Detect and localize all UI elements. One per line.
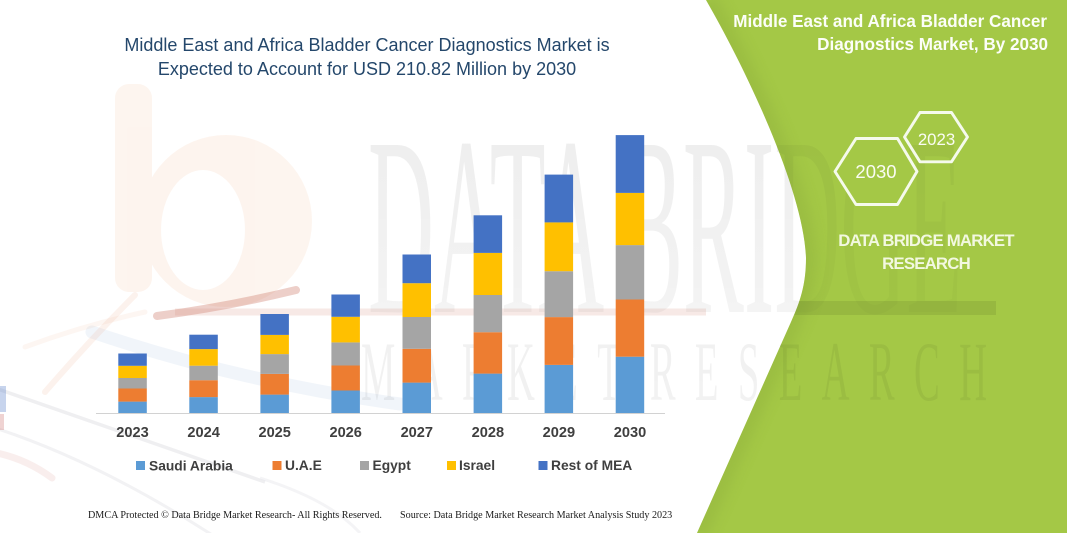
svg-text:DMCA Protected © Data Bridge M: DMCA Protected © Data Bridge Market Rese… (88, 510, 382, 521)
svg-text:Middle East and Africa Bladder: Middle East and Africa Bladder Cancer Di… (124, 35, 609, 55)
svg-text:Diagnostics Market, By 2030: Diagnostics Market, By 2030 (817, 35, 1048, 54)
svg-text:2025: 2025 (258, 425, 290, 441)
svg-text:2023: 2023 (116, 425, 148, 441)
svg-text:Expected to Account for USD 21: Expected to Account for USD 210.82 Milli… (158, 59, 576, 79)
svg-text:DATA BRIDGE MARKET: DATA BRIDGE MARKET (838, 231, 1015, 250)
svg-text:U.A.E: U.A.E (285, 458, 322, 473)
svg-text:2026: 2026 (329, 425, 361, 441)
svg-text:2030: 2030 (855, 161, 896, 182)
svg-text:Source: Data Bridge Market Res: Source: Data Bridge Market Research Mark… (400, 510, 672, 521)
svg-text:Rest of MEA: Rest of MEA (551, 458, 632, 473)
svg-text:M A R K E T R E S E: M A R K E T R E S E A R C H (361, 325, 987, 419)
svg-text:Israel: Israel (459, 458, 495, 473)
svg-text:2023: 2023 (918, 130, 955, 149)
svg-text:2030: 2030 (614, 425, 646, 441)
svg-text:DATA BRIDGE: DATA BRIDGE (368, 86, 962, 368)
svg-text:2029: 2029 (543, 425, 575, 441)
svg-text:Saudi Arabia: Saudi Arabia (149, 459, 233, 474)
svg-text:Egypt: Egypt (373, 458, 412, 473)
svg-text:RESEARCH: RESEARCH (882, 254, 970, 273)
svg-text:2024: 2024 (187, 425, 220, 441)
svg-text:2028: 2028 (472, 425, 504, 441)
svg-text:Middle East and Africa Bladder: Middle East and Africa Bladder Cancer (733, 12, 1047, 31)
svg-text:2027: 2027 (401, 425, 433, 441)
